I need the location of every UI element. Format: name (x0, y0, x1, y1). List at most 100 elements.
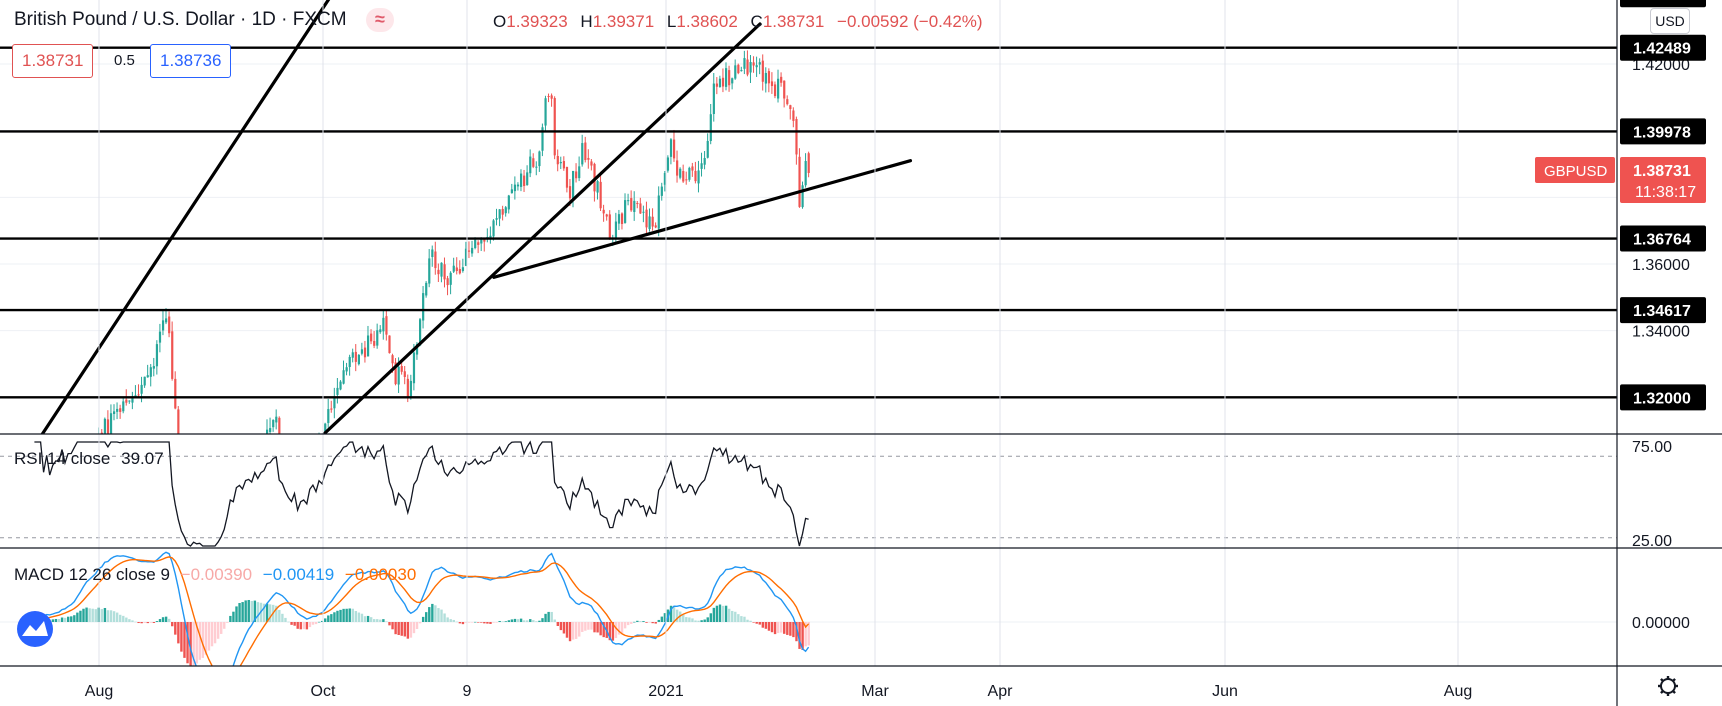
candle-body-155 (504, 207, 507, 214)
macd-histogram-bar-46 (171, 622, 174, 627)
candle-body-25 (106, 419, 110, 434)
candle-body-159 (516, 184, 520, 187)
macd-histogram-bar-241 (767, 622, 771, 631)
macd-histogram-bar-126 (415, 622, 419, 629)
price-level-badge-4 (1620, 297, 1706, 324)
candle-body-23 (100, 432, 103, 434)
candle-body-13 (70, 530, 72, 531)
candle-body-48 (177, 409, 180, 434)
macd-histogram-bar-248 (789, 622, 792, 636)
macd-histogram-bar-121 (400, 622, 403, 636)
macd-histogram-bar-222 (709, 613, 712, 622)
macd-histogram-bar-162 (525, 620, 529, 622)
candle-body-171 (553, 98, 556, 156)
candle-body-163 (529, 156, 532, 174)
macd-histogram-bar-17 (82, 608, 85, 622)
macd-histogram-bar-160 (519, 618, 523, 622)
macd-histogram-bar-127 (418, 622, 422, 624)
macd-histogram-bar-12 (66, 616, 70, 622)
macd-histogram-bar-242 (770, 622, 774, 633)
macd-histogram-bar-145 (473, 621, 477, 623)
candle-body-227 (724, 68, 728, 87)
candle-body-6 (49, 558, 51, 563)
candle-body-120 (397, 366, 400, 385)
interval-label[interactable]: 1D (251, 9, 276, 31)
macd-histogram-bar-186 (599, 622, 602, 636)
macd-histogram-bar-39 (149, 622, 153, 623)
macd-histogram-bar-189 (608, 622, 612, 641)
candle-body-142 (464, 248, 468, 266)
spread-value: 0.5 (114, 52, 135, 69)
macd-histogram-bar-113 (376, 619, 379, 622)
rsi-legend[interactable]: RSI 14 close 39.07 (14, 449, 164, 469)
candle-body-111 (370, 333, 373, 342)
candle-body-182 (587, 157, 590, 160)
macd-histogram-bar-95 (320, 620, 324, 622)
candle-body-75 (260, 447, 262, 460)
macd-histogram-bar-202 (648, 622, 651, 623)
macd-histogram-bar-170 (550, 611, 553, 622)
macd-histogram-bar-91 (308, 622, 312, 628)
macd-histogram-bar-80 (275, 605, 278, 622)
macd-histogram-bar-72 (250, 600, 253, 622)
macd-histogram-bar-25 (106, 610, 110, 622)
candle-body-185 (596, 181, 599, 193)
macd-histogram-bar-229 (731, 610, 734, 622)
macd-histogram-bar-143 (467, 622, 471, 623)
settings-gear-tooth-5 (1660, 678, 1664, 682)
macd-histogram-bar-110 (366, 615, 370, 622)
macd-histogram-bar-52 (189, 622, 192, 666)
symbol-title[interactable]: British Pound / U.S. Dollar (14, 9, 235, 31)
market-status-icon[interactable]: ≈ (365, 8, 394, 32)
candle-body-153 (498, 209, 501, 219)
candle-body-41 (155, 344, 159, 367)
candle-body-38 (146, 375, 149, 378)
macd-histogram-bar-98 (330, 614, 333, 622)
candle-body-52 (189, 516, 191, 531)
macd-histogram-bar-82 (281, 613, 284, 622)
candle-body-94 (318, 438, 320, 454)
candle-body-148 (483, 239, 486, 242)
sell-button[interactable]: 1.38731 (12, 44, 94, 78)
candle-body-139 (455, 267, 458, 271)
macd-histogram-bar-58 (207, 622, 211, 651)
macd-histogram-bar-93 (314, 622, 318, 625)
candle-body-178 (575, 171, 578, 179)
macd-histogram-bar-174 (562, 622, 566, 634)
macd-histogram-bar-144 (470, 622, 474, 623)
macd-histogram-bar-124 (409, 622, 413, 638)
candle-body-181 (584, 142, 587, 161)
price-level-badge-1 (1620, 34, 1706, 61)
candle-body-169 (547, 96, 550, 98)
macd-histogram-bar-94 (317, 621, 321, 623)
candle-body-247 (786, 99, 789, 105)
macd-histogram-bar-198 (636, 620, 639, 622)
candle-body-218 (697, 170, 700, 184)
macd-histogram-bar-137 (449, 619, 452, 622)
candle-body-64 (226, 523, 228, 541)
macd-histogram-bar-61 (216, 622, 220, 639)
candle-body-250 (795, 118, 798, 155)
candle-body-58 (208, 548, 210, 551)
macd-histogram-bar-62 (219, 622, 223, 634)
time-axis-label-2: 9 (463, 683, 472, 700)
candle-body-40 (152, 366, 155, 369)
macd-histogram-bar-146 (477, 622, 480, 623)
macd-legend[interactable]: MACD 12 26 close 9 −0.00390 −0.00419 −0.… (14, 565, 416, 585)
macd-histogram-bar-185 (596, 622, 599, 633)
candle-body-45 (168, 316, 171, 334)
candle-body-209 (669, 139, 673, 157)
candle-body-10 (61, 537, 63, 553)
buy-button[interactable]: 1.38736 (150, 44, 232, 78)
candle-body-92 (312, 446, 314, 450)
currency-badge[interactable]: USD (1650, 8, 1690, 34)
macd-histogram-bar-74 (256, 602, 260, 622)
candle-body-230 (734, 65, 737, 79)
candle-body-83 (284, 444, 286, 453)
macd-histogram-bar-155 (504, 621, 507, 622)
candle-body-219 (700, 163, 703, 169)
macd-histogram-bar-16 (79, 610, 82, 622)
macd-histogram-bar-211 (675, 609, 679, 622)
macd-histogram-bar-191 (614, 622, 618, 639)
